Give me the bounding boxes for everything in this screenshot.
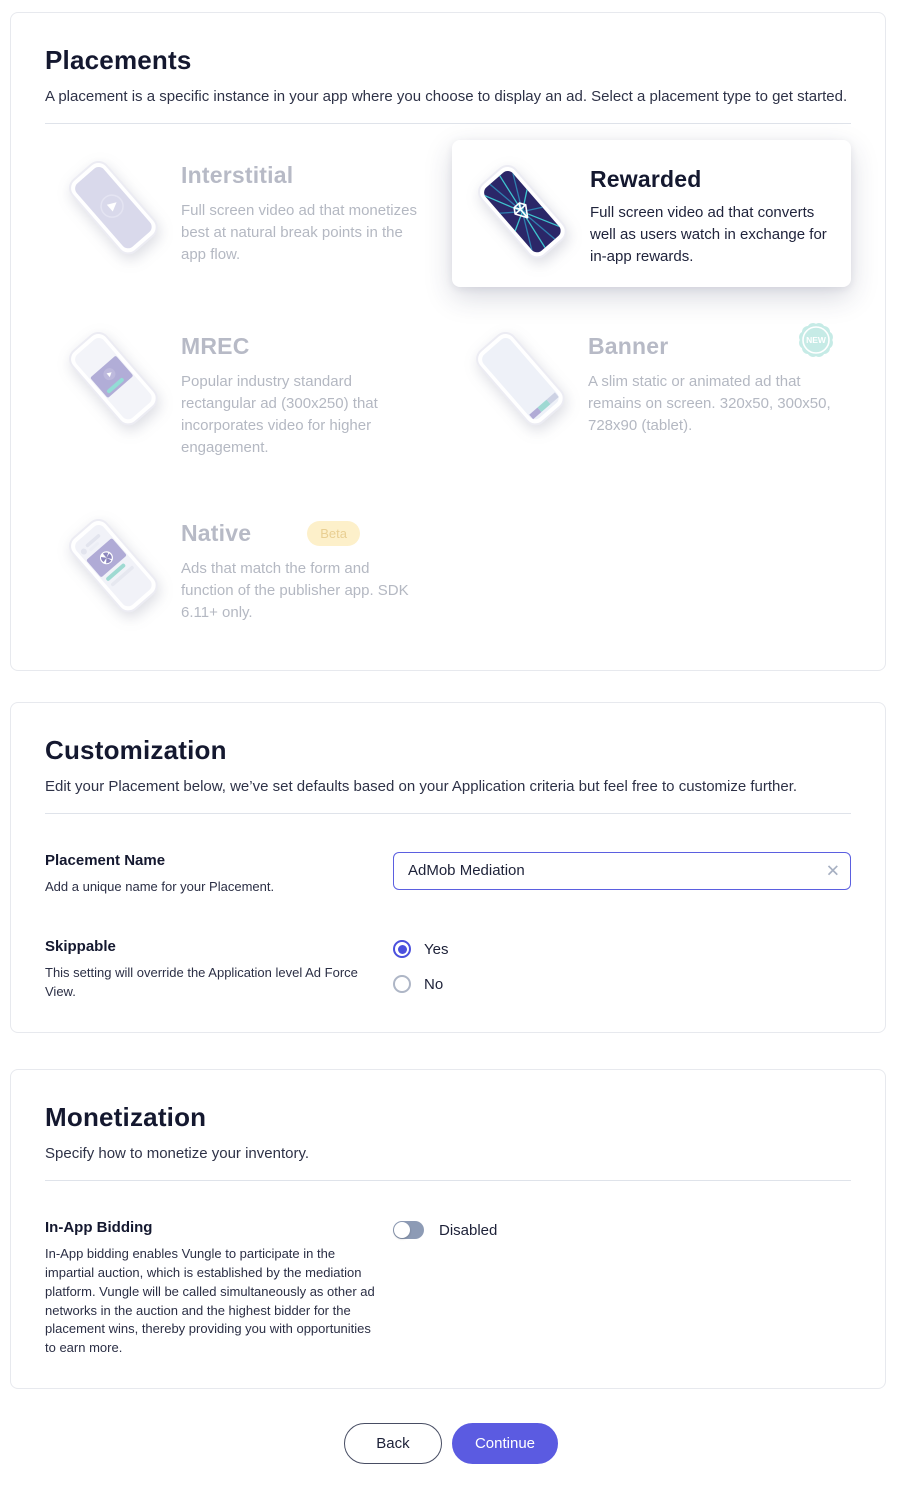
placement-name-input[interactable] bbox=[393, 851, 851, 890]
skippable-option-no[interactable]: No bbox=[393, 975, 448, 994]
footer-actions: Back Continue bbox=[0, 1423, 902, 1504]
in-app-bidding-label: In-App Bidding bbox=[45, 1219, 153, 1237]
placement-desc-mrec: Popular industry standard rectangular ad… bbox=[181, 373, 378, 456]
placement-title-banner: Banner bbox=[588, 333, 669, 360]
back-button[interactable]: Back bbox=[343, 1423, 442, 1465]
native-phone-icon bbox=[63, 514, 163, 618]
placement-desc-rewarded: Full screen video ad that converts well … bbox=[590, 204, 827, 265]
in-app-bidding-state: Disabled bbox=[439, 1221, 498, 1239]
placement-name-label: Placement Name bbox=[45, 851, 166, 869]
placement-option-rewarded[interactable]: Rewarded Full screen video ad that conve… bbox=[452, 140, 851, 288]
radio-yes-label: Yes bbox=[424, 940, 449, 958]
customization-subtitle: Edit your Placement below, we’ve set def… bbox=[45, 777, 798, 795]
svg-text:NEW: NEW bbox=[806, 335, 827, 345]
continue-button[interactable]: Continue bbox=[451, 1423, 559, 1465]
skippable-radio-group: Yes No bbox=[393, 938, 449, 994]
beta-badge: Beta bbox=[307, 521, 360, 547]
placement-type-grid: Interstitial Full screen video ad that m… bbox=[45, 140, 851, 640]
rewarded-phone-icon bbox=[472, 160, 572, 264]
placement-option-native[interactable]: Native Beta Ads that match the form and … bbox=[45, 498, 444, 639]
in-app-bidding-row: In-App Bidding In-App bidding enables Vu… bbox=[45, 1219, 851, 1358]
placements-card: Placements A placement is a specific ins… bbox=[10, 12, 886, 671]
skippable-label: Skippable bbox=[45, 938, 116, 956]
customization-card: Customization Edit your Placement below,… bbox=[10, 701, 886, 1034]
radio-no-label: No bbox=[424, 975, 444, 993]
placement-title-mrec: MREC bbox=[181, 333, 250, 360]
divider bbox=[45, 1180, 851, 1182]
new-badge: NEW bbox=[795, 319, 837, 361]
banner-phone-icon bbox=[470, 327, 570, 431]
toggle-knob bbox=[394, 1222, 410, 1239]
placement-option-interstitial[interactable]: Interstitial Full screen video ad that m… bbox=[45, 140, 444, 287]
placement-option-banner[interactable]: Banner A slim static or animated ad that… bbox=[452, 311, 851, 474]
radio-yes-icon[interactable] bbox=[393, 940, 411, 959]
divider bbox=[45, 812, 851, 814]
placement-desc-banner: A slim static or animated ad that remain… bbox=[588, 373, 831, 434]
skippable-helper: This setting will override the Applicati… bbox=[45, 965, 358, 1000]
placement-name-row: Placement Name Add a unique name for you… bbox=[45, 851, 851, 897]
interstitial-phone-icon bbox=[63, 156, 163, 260]
in-app-bidding-description: In-App bidding enables Vungle to partici… bbox=[45, 1246, 375, 1356]
placement-desc-native: Ads that match the form and function of … bbox=[181, 560, 409, 621]
placement-title-native: Native bbox=[181, 520, 252, 547]
placements-title: Placements bbox=[45, 45, 192, 75]
customization-title: Customization bbox=[45, 734, 227, 765]
placement-name-helper: Add a unique name for your Placement. bbox=[45, 878, 275, 894]
placement-desc-interstitial: Full screen video ad that monetizes best… bbox=[181, 202, 417, 263]
placement-option-mrec[interactable]: MREC Popular industry standard rectangul… bbox=[45, 311, 444, 474]
skippable-option-yes[interactable]: Yes bbox=[393, 940, 449, 959]
monetization-subtitle: Specify how to monetize your inventory. bbox=[45, 1145, 310, 1163]
clear-input-icon[interactable]: ✕ bbox=[825, 861, 840, 880]
placements-subtitle: A placement is a specific instance in yo… bbox=[45, 88, 848, 105]
divider bbox=[45, 123, 851, 124]
mrec-phone-icon bbox=[63, 327, 163, 431]
radio-no-icon[interactable] bbox=[393, 975, 411, 994]
in-app-bidding-toggle[interactable] bbox=[393, 1221, 424, 1240]
placement-title-rewarded: Rewarded bbox=[590, 166, 702, 192]
monetization-card: Monetization Specify how to monetize you… bbox=[10, 1069, 886, 1390]
skippable-row: Skippable This setting will override the… bbox=[45, 938, 851, 1002]
monetization-title: Monetization bbox=[45, 1102, 207, 1133]
placement-title-interstitial: Interstitial bbox=[181, 162, 294, 188]
